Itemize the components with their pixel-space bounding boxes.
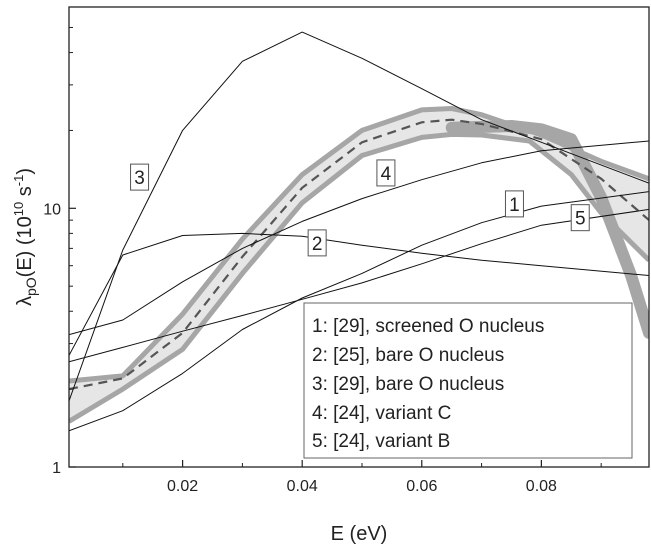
series-tag-label: 5	[575, 209, 586, 230]
series-tag-label: 3	[134, 168, 145, 189]
series-line-5	[69, 208, 649, 363]
legend-frame	[303, 302, 633, 459]
legend-entry: 5: [24], variant B	[312, 431, 450, 452]
series-tag-label: 4	[381, 164, 392, 185]
series-tag-4: 4	[376, 159, 396, 187]
x-tick-label: 0.04	[287, 478, 318, 495]
band-upper-edge	[69, 106, 649, 384]
series-tag-frame	[376, 159, 396, 187]
series-tag-1: 1	[504, 190, 524, 218]
axis-ticks: 0.02 0.04 0.06 0.08 1 10	[43, 26, 602, 495]
y-tick-label: 1	[52, 460, 61, 477]
series-tags: 1 2 3 4 5	[130, 159, 590, 257]
series-tag-frame	[307, 229, 327, 257]
x-tick-label: 0.06	[406, 478, 437, 495]
x-axis-title: E (eV)	[331, 523, 388, 545]
series-tag-frame	[504, 190, 524, 218]
y-axis-title: λpO(E) (1010 s-1)	[11, 168, 39, 306]
series-line-2	[69, 232, 649, 356]
legend-entry: 2: [25], bare O nucleus	[312, 345, 504, 366]
x-tick-label: 0.02	[167, 478, 198, 495]
series-tag-5: 5	[570, 204, 590, 232]
band-lower-edge	[69, 131, 649, 424]
series-line-3	[69, 31, 649, 402]
band-outer-edge	[445, 120, 649, 339]
plot-frame	[68, 6, 650, 468]
series-tag-label: 2	[312, 234, 323, 255]
series-line-4	[69, 140, 649, 336]
x-tick-label: 0.08	[526, 478, 557, 495]
series-tag-frame	[570, 204, 590, 232]
series-tag-2: 2	[307, 229, 327, 257]
series-tag-label: 1	[509, 195, 520, 216]
series-tag-frame	[130, 163, 150, 191]
legend-entry: 3: [29], bare O nucleus	[312, 374, 504, 395]
y-tick-label: 10	[43, 201, 61, 218]
legend-entry: 4: [24], variant C	[312, 403, 451, 424]
series-tag-3: 3	[130, 163, 150, 191]
legend-entry: 1: [29], screened O nucleus	[312, 316, 544, 337]
legend-box: 1: [29], screened O nucleus 2: [25], bar…	[303, 302, 633, 459]
